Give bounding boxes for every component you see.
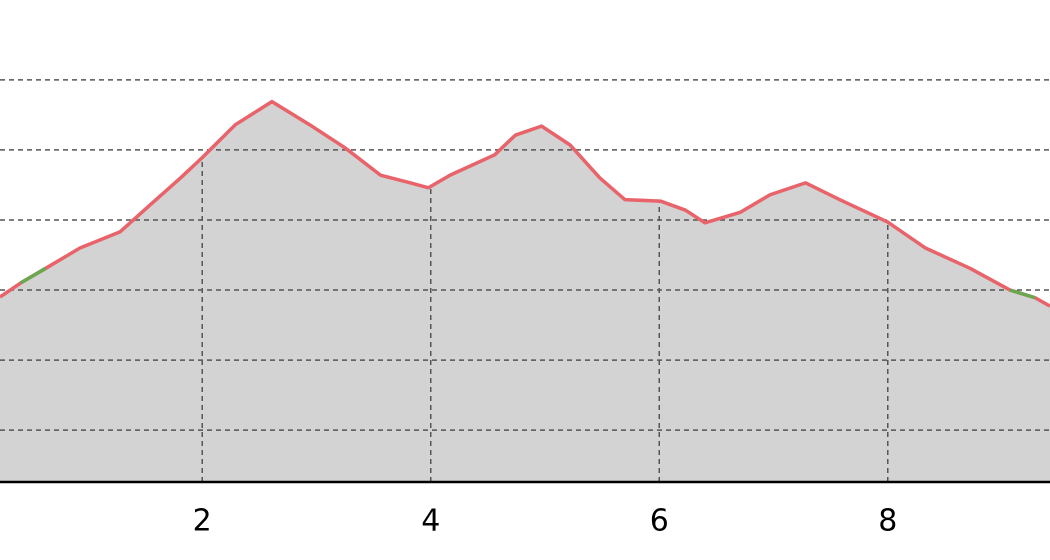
area [0,101,1050,483]
line [19,266,47,285]
line [0,99,1050,308]
x-tick-label: 2 [193,504,212,539]
x-tick-label: 4 [421,504,440,539]
x-tick-label: 6 [650,504,669,539]
line [1009,288,1036,300]
x-tick-label: 8 [878,504,897,539]
